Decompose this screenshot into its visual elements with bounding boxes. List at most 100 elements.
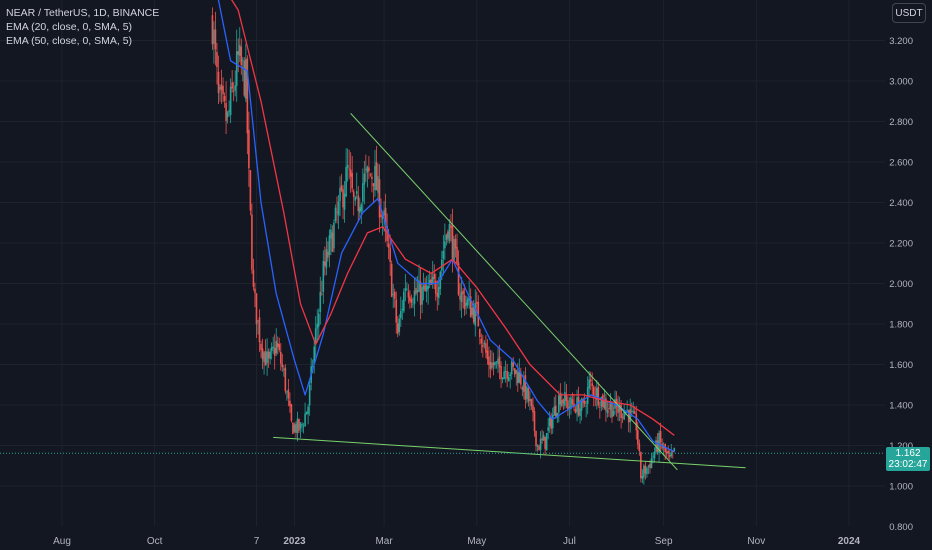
candle-body — [570, 397, 572, 409]
candle-body — [456, 246, 458, 264]
candle-body — [597, 386, 600, 406]
y-tick-label: 2.400 — [889, 198, 913, 209]
candle-body — [228, 110, 230, 113]
candle-body — [588, 379, 590, 389]
candle-body — [498, 356, 501, 368]
candle-body — [362, 183, 364, 202]
candle-body — [650, 458, 653, 469]
candle-body — [539, 439, 542, 450]
candle-body — [345, 166, 347, 197]
candle-body — [409, 296, 411, 302]
candle-body — [558, 395, 560, 413]
candle-body — [559, 393, 562, 405]
candle-body — [621, 416, 624, 418]
symbol-title[interactable]: NEAR / TetherUS, 1D, BINANCE — [6, 7, 160, 19]
candle-body — [533, 411, 536, 432]
candle-body — [550, 417, 553, 429]
candle-body — [295, 423, 297, 433]
y-tick-label: 2.600 — [889, 158, 913, 169]
candle-body — [243, 60, 246, 96]
candle-body — [351, 173, 353, 189]
candle-body — [403, 291, 405, 312]
candle-body — [530, 398, 533, 407]
candle-body — [301, 424, 303, 426]
y-tick-label: 2.000 — [889, 279, 913, 290]
candle-body — [659, 430, 662, 443]
candle-body — [331, 232, 334, 252]
candle-body — [418, 280, 420, 292]
candle-body — [430, 279, 432, 285]
candle-body — [577, 396, 580, 416]
ema50-legend[interactable]: EMA (50, close, 0, SMA, 5) — [6, 35, 133, 47]
candle-body — [281, 363, 284, 368]
candle-body — [400, 310, 402, 319]
candle-body — [407, 291, 410, 298]
candle-body — [433, 273, 436, 279]
candle-body — [269, 351, 271, 359]
candle-body — [524, 375, 527, 400]
candle-body — [551, 414, 554, 429]
candle-body — [453, 238, 455, 262]
candle-body — [480, 338, 483, 344]
candle-body — [536, 445, 539, 447]
candle-body — [439, 271, 442, 289]
candle-body — [547, 427, 549, 431]
candle-body — [365, 169, 367, 171]
candle-body — [336, 211, 338, 213]
candle-body — [266, 351, 268, 364]
candle-body — [516, 372, 519, 384]
candle-body — [219, 86, 221, 90]
y-tick-label: 1.800 — [889, 320, 913, 331]
candle-body — [667, 451, 670, 454]
last-price-value: 1.162 — [895, 448, 921, 459]
candle-body — [605, 398, 607, 411]
x-tick-label: 7 — [254, 536, 260, 547]
candle-body — [322, 260, 325, 292]
ema20-legend[interactable]: EMA (20, close, 0, SMA, 5) — [6, 21, 133, 33]
y-tick-label: 2.200 — [889, 239, 913, 250]
candle-body — [457, 262, 460, 295]
candle-body — [483, 342, 486, 345]
candle-body — [314, 328, 317, 345]
candle-body — [599, 406, 601, 408]
candle-body — [299, 423, 302, 429]
candle-body — [488, 356, 490, 365]
moving-averages — [217, 0, 675, 453]
candle-body — [289, 400, 291, 407]
candle-body — [447, 231, 449, 239]
candle-body — [562, 399, 565, 404]
candle-body — [410, 298, 413, 304]
candle-body — [328, 235, 331, 256]
candle-body — [343, 193, 346, 210]
candle-body — [538, 445, 540, 451]
candle-body — [311, 366, 314, 367]
candle-body — [620, 404, 622, 418]
price-axis[interactable]: 3.200 3.000 2.800 2.600 2.400 2.200 2.000 1.800… — [889, 36, 913, 533]
candle-body — [305, 411, 308, 415]
candle-body — [649, 464, 651, 469]
candle-body — [469, 296, 472, 318]
candle-body — [404, 288, 407, 291]
candle-body — [647, 465, 650, 467]
time-axis[interactable]: Aug Oct 7 2023 Mar May Jul Sep Nov 2024 — [53, 536, 860, 547]
candle-body — [521, 387, 524, 390]
candle-body — [371, 176, 373, 179]
candle-body — [497, 358, 499, 365]
candle-body — [441, 259, 443, 271]
candle-body — [366, 166, 369, 173]
candle-body — [419, 281, 422, 305]
candle-body — [327, 251, 329, 258]
candle-body — [506, 371, 508, 379]
candle-body — [393, 291, 396, 299]
currency-button[interactable]: USDT — [892, 3, 926, 23]
candle-body — [668, 454, 671, 457]
candle-body — [556, 413, 559, 418]
candle-body — [545, 432, 548, 451]
ema50-line — [230, 0, 675, 436]
candle-body — [355, 191, 358, 194]
candle-body — [568, 406, 571, 408]
candle-body — [229, 86, 232, 115]
